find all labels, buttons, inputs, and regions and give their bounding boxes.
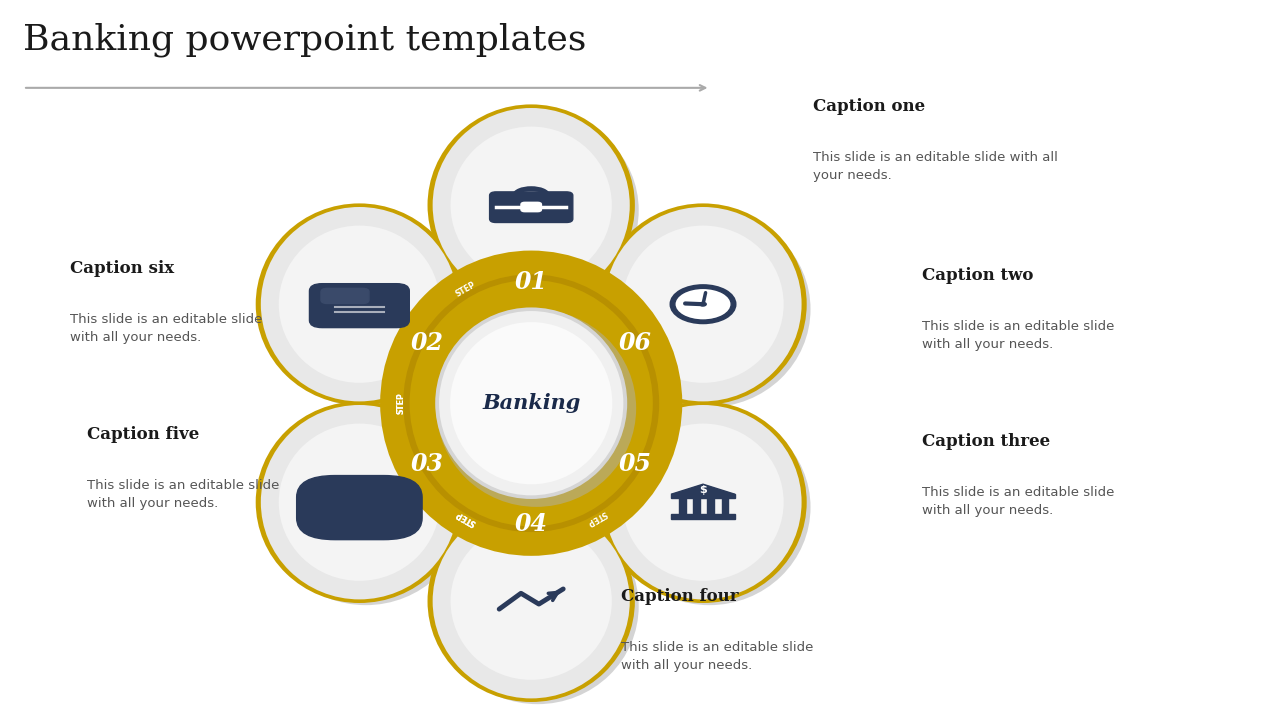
Ellipse shape — [622, 423, 783, 581]
Ellipse shape — [261, 405, 458, 599]
Ellipse shape — [265, 409, 467, 605]
Ellipse shape — [451, 322, 612, 485]
Polygon shape — [425, 343, 637, 463]
Ellipse shape — [435, 307, 627, 499]
Ellipse shape — [604, 207, 801, 401]
Ellipse shape — [608, 211, 810, 408]
Ellipse shape — [436, 112, 639, 308]
Ellipse shape — [599, 402, 806, 603]
Text: STEP: STEP — [454, 508, 477, 526]
Ellipse shape — [428, 104, 635, 306]
Text: STEP: STEP — [585, 508, 608, 526]
Text: 04: 04 — [515, 512, 548, 536]
Text: 05: 05 — [618, 451, 652, 476]
Text: STEP: STEP — [454, 280, 477, 298]
Polygon shape — [425, 343, 637, 463]
Ellipse shape — [622, 225, 783, 383]
Text: Caption five: Caption five — [87, 426, 200, 443]
Circle shape — [675, 288, 731, 320]
Polygon shape — [461, 322, 602, 485]
Ellipse shape — [279, 225, 440, 383]
Ellipse shape — [599, 203, 806, 405]
Text: STEP: STEP — [396, 392, 406, 414]
Polygon shape — [425, 343, 637, 463]
Text: STEP: STEP — [396, 392, 406, 414]
Ellipse shape — [256, 401, 463, 603]
FancyBboxPatch shape — [521, 202, 541, 212]
Ellipse shape — [380, 251, 682, 556]
Text: Caption one: Caption one — [813, 98, 925, 115]
Ellipse shape — [256, 203, 463, 405]
Ellipse shape — [608, 410, 810, 606]
FancyBboxPatch shape — [489, 192, 573, 222]
Ellipse shape — [378, 248, 685, 558]
Text: Caption two: Caption two — [922, 267, 1033, 284]
Polygon shape — [425, 343, 637, 463]
Ellipse shape — [261, 207, 458, 401]
Ellipse shape — [451, 523, 612, 680]
Text: 02: 02 — [411, 330, 444, 355]
Text: 06: 06 — [618, 330, 652, 355]
Circle shape — [700, 302, 707, 306]
Text: Caption three: Caption three — [922, 433, 1050, 450]
Circle shape — [344, 481, 375, 498]
Text: This slide is an editable slide
with all your needs.: This slide is an editable slide with all… — [87, 479, 279, 510]
Text: 01: 01 — [515, 271, 548, 294]
Ellipse shape — [436, 508, 639, 704]
Text: STEP: STEP — [454, 508, 477, 526]
Ellipse shape — [604, 405, 801, 600]
Text: This slide is an editable slide
with all your needs.: This slide is an editable slide with all… — [922, 320, 1114, 351]
Ellipse shape — [451, 127, 612, 284]
Text: $: $ — [699, 485, 707, 495]
Text: This slide is an editable slide
with all your needs.: This slide is an editable slide with all… — [70, 313, 262, 344]
Text: 03: 03 — [411, 451, 444, 476]
FancyBboxPatch shape — [694, 498, 700, 515]
Text: This slide is an editable slide
with all your needs.: This slide is an editable slide with all… — [621, 641, 813, 672]
Ellipse shape — [433, 504, 630, 698]
FancyBboxPatch shape — [321, 288, 369, 304]
FancyBboxPatch shape — [671, 515, 735, 519]
FancyBboxPatch shape — [722, 498, 728, 515]
Ellipse shape — [439, 311, 623, 495]
Ellipse shape — [265, 211, 467, 408]
Ellipse shape — [279, 423, 440, 581]
Text: Caption four: Caption four — [621, 588, 739, 605]
FancyBboxPatch shape — [310, 284, 410, 328]
Ellipse shape — [403, 274, 659, 532]
Ellipse shape — [428, 500, 635, 702]
FancyBboxPatch shape — [680, 498, 686, 515]
Text: Banking: Banking — [483, 393, 580, 413]
Polygon shape — [461, 322, 602, 485]
Ellipse shape — [410, 280, 653, 526]
Text: This slide is an editable slide with all
your needs.: This slide is an editable slide with all… — [813, 151, 1057, 182]
Text: Caption six: Caption six — [70, 260, 174, 277]
FancyBboxPatch shape — [297, 476, 422, 540]
FancyBboxPatch shape — [708, 498, 714, 515]
Polygon shape — [671, 485, 735, 495]
Text: Banking powerpoint templates: Banking powerpoint templates — [23, 22, 586, 57]
Text: This slide is an editable slide
with all your needs.: This slide is an editable slide with all… — [922, 486, 1114, 517]
FancyBboxPatch shape — [671, 495, 735, 498]
Ellipse shape — [436, 310, 636, 507]
Ellipse shape — [433, 108, 630, 302]
